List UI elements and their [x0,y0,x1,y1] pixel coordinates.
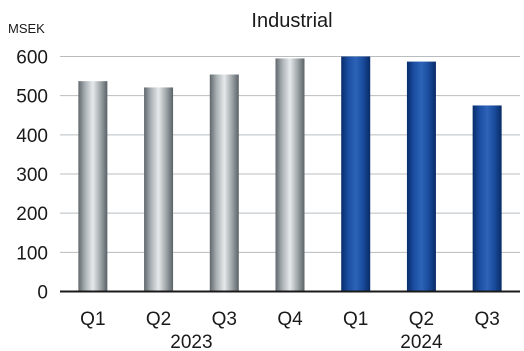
x-tick-label: Q2 [146,309,171,330]
y-tick-label: 300 [16,165,48,186]
x-tick-label: Q1 [80,309,105,330]
y-tick-label: 500 [16,87,48,108]
year-label-2023: 2023 [170,332,212,351]
y-tick-label: 600 [16,48,48,69]
y-axis-unit-label: MSEK [8,21,45,36]
bar-2023-q2 [144,87,174,292]
y-tick-label: 400 [16,126,48,147]
year-label-2024: 2024 [400,332,443,351]
y-axis-ticks: 0 100 200 300 400 500 600 [16,48,48,304]
x-tick-label: Q3 [212,309,237,330]
chart-title: Industrial [251,10,332,32]
bar-2023-q3 [209,74,239,292]
x-tick-label: Q3 [474,309,499,330]
bar-2023-q1 [78,81,108,292]
y-tick-label: 0 [37,283,48,304]
x-axis-labels: Q1 Q2 Q3 Q4 Q1 Q2 Q3 [80,309,500,330]
bar-2024-q1 [341,56,371,292]
bar-2024-q2 [406,61,436,292]
x-tick-label: Q4 [277,309,303,330]
bar-2023-q4 [275,58,305,292]
x-tick-label: Q1 [343,309,368,330]
y-tick-label: 200 [16,204,48,225]
y-tick-label: 100 [16,243,48,264]
year-labels: 2023 2024 [170,332,443,351]
bars [78,56,502,292]
x-tick-label: Q2 [409,309,434,330]
bar-2024-q3 [472,105,502,292]
